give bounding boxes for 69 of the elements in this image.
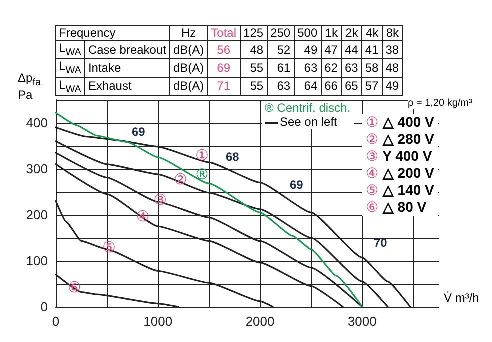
text: 44 (341, 40, 362, 59)
text: 63 (294, 58, 322, 78)
text: 55 (240, 58, 268, 78)
text: 62 (321, 58, 342, 78)
annotation: 70 (374, 236, 388, 250)
annotation: 69 (132, 125, 146, 139)
y-tick-label: 200 (26, 208, 48, 222)
text: 63 (267, 77, 294, 96)
text: Case breakout (84, 40, 170, 59)
text: 49 (294, 40, 322, 59)
text: 57 (362, 77, 382, 96)
x-tick-label: 3000 (348, 314, 377, 329)
text: 125 (240, 26, 268, 40)
text: 64 (294, 77, 322, 96)
text: 66 (321, 77, 342, 96)
y-tick-label: 400 (26, 116, 48, 130)
text: L$_{WA}$ (56, 77, 85, 96)
annotation: ρ = 1,20 kg/m³ (408, 98, 472, 109)
annotation: ① △ 400 V (366, 114, 434, 131)
text: 47 (321, 40, 342, 59)
annotation: ⑥ △ 80 V (366, 199, 428, 216)
text: 8k (382, 26, 403, 40)
annotation: ① (195, 146, 209, 164)
text: Total (208, 26, 240, 40)
text: 56 (208, 40, 240, 59)
text: 58 (362, 58, 382, 78)
text: Intake (84, 58, 170, 78)
annotation: ⑤ △ 140 V (366, 182, 434, 199)
text: 52 (267, 40, 294, 59)
text: 55 (240, 77, 268, 96)
text: 49 (382, 77, 403, 96)
annotation: ② △ 280 V (366, 131, 434, 148)
text: dB(A) (170, 40, 208, 59)
y-tick-label: 300 (26, 162, 48, 176)
annotation: 69 (290, 178, 304, 192)
text: 65 (341, 77, 362, 96)
text: Hz (170, 26, 208, 40)
x-tick-label: 1000 (144, 314, 173, 329)
text: 71 (208, 77, 240, 96)
annotation: ④ △ 200 V (366, 165, 434, 182)
text: L$_{WA}$ (56, 40, 85, 59)
text: 38 (382, 40, 403, 59)
text: 4k (362, 26, 382, 40)
text: 500 (294, 26, 322, 40)
text: L$_{WA}$ (56, 58, 85, 78)
y-tick-label: 100 (26, 254, 48, 268)
text: 250 (267, 26, 294, 40)
annotation: ® (194, 166, 210, 184)
text: 41 (362, 40, 382, 59)
annotation: ® Centrif. disch. (265, 101, 351, 115)
x-axis-title: V̇ m³/h (444, 291, 480, 305)
text: dB(A) (170, 77, 208, 96)
x-tick-label: 0 (52, 314, 60, 329)
text: 48 (240, 40, 268, 59)
text: 2k (341, 26, 362, 40)
y-tick-label: 0 (40, 300, 48, 314)
text: 63 (341, 58, 362, 78)
text: 48 (382, 58, 403, 78)
text: Exhaust (84, 77, 170, 96)
annotation: ③ Y 400 V (366, 148, 434, 165)
y-axis-title: Δp$_{fa}$ Pa (18, 71, 42, 102)
x-tick-label: 2000 (246, 314, 275, 329)
text: 69 (208, 58, 240, 78)
text: 61 (267, 58, 294, 78)
text: Frequency (56, 26, 170, 40)
annotation: See on left (279, 115, 338, 129)
annotation: 68 (226, 150, 240, 164)
text: 1k (321, 26, 342, 40)
text: dB(A) (170, 58, 208, 78)
